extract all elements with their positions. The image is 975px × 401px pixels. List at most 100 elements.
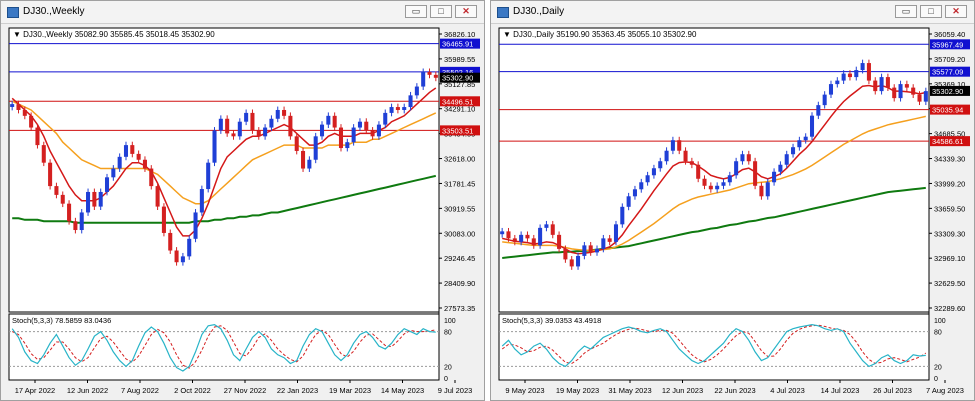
candle (79, 209, 84, 234)
candle (376, 121, 381, 140)
candle (531, 234, 536, 249)
candle-body (588, 245, 593, 253)
candle (557, 231, 562, 253)
candle (715, 182, 720, 193)
candle-body (860, 63, 865, 71)
stoch-axis-label: 80 (934, 330, 942, 337)
maximize-button[interactable]: □ (430, 5, 452, 18)
price-tick-label: 32618.00 (444, 155, 475, 164)
candle (816, 101, 821, 120)
candle-body (98, 191, 103, 207)
candle (244, 109, 249, 126)
candle (155, 182, 160, 211)
candle-body (923, 91, 928, 102)
candle-body (797, 140, 802, 148)
candle-body (338, 127, 344, 149)
candle-body (892, 87, 897, 99)
candle (180, 252, 185, 266)
candle (613, 220, 619, 246)
candle (370, 127, 375, 140)
candle-body (421, 71, 426, 87)
window-titlebar[interactable]: DJ30.,Weekly ▭ □ ✕ (1, 1, 484, 24)
candle-body (41, 145, 46, 163)
level-price-label: 34496.51 (442, 97, 473, 106)
candle (626, 192, 631, 211)
candle-body (778, 164, 783, 172)
current-price-box (930, 85, 970, 96)
stoch-signal-line (11, 325, 436, 369)
candle-body (161, 206, 166, 233)
level-price-box (930, 104, 970, 115)
candle-body (288, 115, 293, 137)
candle-body (841, 73, 846, 81)
candle-body (231, 133, 236, 137)
close-button[interactable]: ✕ (945, 5, 967, 18)
candle-body (48, 162, 53, 187)
candle-body (86, 191, 91, 213)
moving-average-mid (11, 100, 437, 205)
candle-body (351, 127, 356, 143)
candle (351, 124, 356, 146)
candle (550, 220, 555, 239)
candle (86, 188, 91, 216)
candle-body (772, 171, 777, 183)
close-button[interactable]: ✕ (455, 5, 477, 18)
candle-body (765, 182, 770, 197)
candle (117, 153, 122, 172)
candle (67, 200, 72, 225)
candle (60, 191, 65, 208)
price-tick-label: 34685.50 (934, 130, 965, 139)
window-titlebar[interactable]: DJ30.,Daily ▭ □ ✕ (491, 1, 974, 24)
candle-body (854, 70, 859, 78)
candle (136, 150, 141, 164)
candle-body (123, 145, 129, 157)
candle-body (620, 206, 625, 225)
minimize-button[interactable]: ▭ (405, 5, 427, 18)
candle (866, 59, 871, 85)
candle (16, 100, 21, 114)
candle-body (136, 153, 141, 160)
time-tick-label: 14 Jul 2023 (821, 386, 860, 395)
candle-body (225, 118, 230, 134)
candle (860, 59, 865, 74)
candle (269, 115, 274, 131)
candle (414, 83, 419, 99)
price-tick-label: 29246.45 (444, 254, 475, 263)
moving-average-mid (502, 115, 926, 252)
candle-body (206, 162, 211, 190)
candle-body (282, 109, 287, 116)
candle-body (696, 164, 701, 179)
level-price-label: 35967.49 (932, 40, 963, 49)
stoch-signal-line (501, 324, 927, 365)
candle (332, 112, 337, 131)
candle-body (519, 234, 524, 242)
candle (576, 252, 581, 270)
level-price-label: 33503.51 (442, 126, 473, 135)
candle-body (715, 185, 720, 190)
weekly-chart[interactable]: ▼ DJ30.,Weekly 35082.90 35585.45 35018.4… (1, 23, 484, 400)
candle (721, 178, 726, 190)
candle-body (67, 203, 72, 222)
minimize-button[interactable]: ▭ (895, 5, 917, 18)
candle-body (256, 130, 261, 137)
candle (639, 178, 644, 193)
price-tick-label: 30919.55 (444, 204, 475, 213)
candle (256, 127, 261, 140)
moving-average-fast (502, 84, 926, 255)
level-price-box (930, 136, 970, 147)
candle-body (576, 255, 581, 267)
candle-body (670, 140, 675, 151)
candle-body (898, 84, 903, 99)
candle (746, 150, 751, 165)
candle-body (370, 130, 375, 137)
candle-body (193, 212, 198, 239)
price-tick-label: 34291.10 (444, 105, 475, 114)
moving-average-slow (502, 186, 926, 259)
maximize-button[interactable]: □ (920, 5, 942, 18)
candle-body (557, 234, 562, 249)
candle-body (250, 112, 255, 131)
candle (563, 245, 568, 263)
daily-chart[interactable]: ▼ DJ30.,Daily 35190.90 35363.45 35055.10… (491, 23, 974, 400)
candle (734, 157, 739, 179)
candle-body (531, 238, 536, 246)
